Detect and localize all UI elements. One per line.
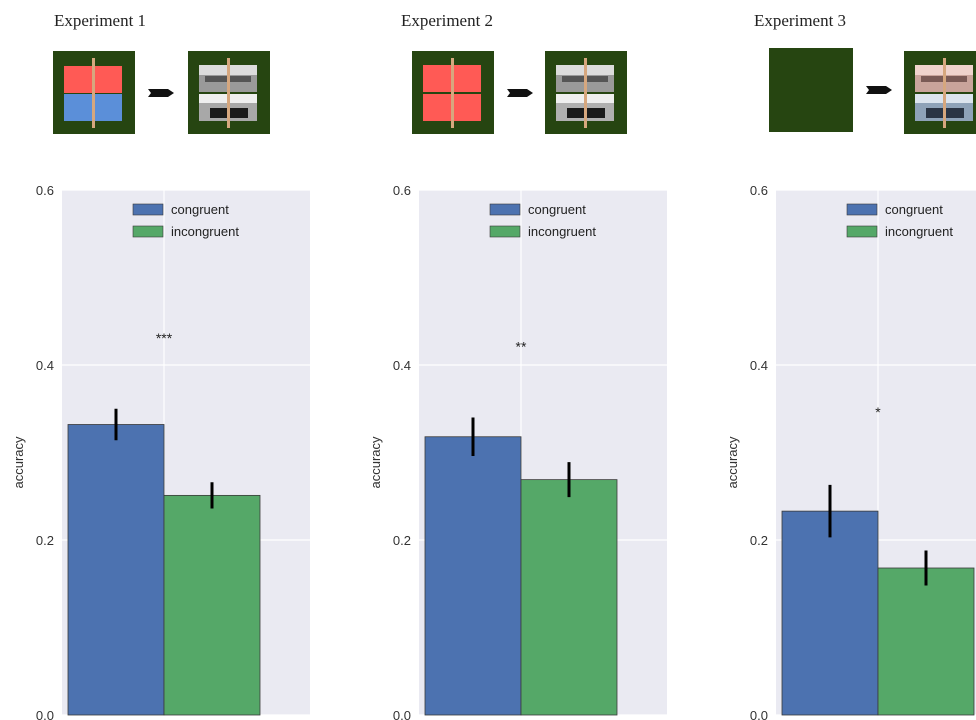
legend-label: congruent — [885, 202, 943, 217]
cue-display — [412, 51, 494, 134]
y-axis-label: accuracy — [725, 436, 740, 489]
bar-chart: 0.0 0.2 0.4 0.6 accuracy * congruent incongruen… — [725, 183, 976, 720]
bar-congruent — [424, 436, 522, 716]
y-tick-label: 0.0 — [393, 708, 411, 720]
legend-label: incongruent — [885, 224, 953, 239]
bar-incongruent — [520, 479, 618, 716]
experiment-title: Experiment 2 — [401, 11, 494, 30]
experiment-title: Experiment 3 — [754, 11, 847, 30]
legend-swatch-congruent — [846, 203, 878, 216]
legend-label: incongruent — [171, 224, 239, 239]
target-display — [904, 51, 976, 134]
target-display — [188, 51, 270, 134]
legend-swatch-incongruent — [489, 225, 521, 238]
cue-display — [53, 51, 135, 134]
y-axis-label: accuracy — [368, 436, 383, 489]
arrow-icon — [507, 89, 533, 97]
y-tick-label: 0.0 — [36, 708, 54, 720]
y-tick-label: 0.2 — [750, 533, 768, 548]
legend-label: congruent — [171, 202, 229, 217]
bar-incongruent — [163, 494, 261, 716]
legend-swatch-incongruent — [846, 225, 878, 238]
legend-label: incongruent — [528, 224, 596, 239]
bar-congruent — [781, 510, 879, 716]
stimulus-sequence — [412, 51, 627, 134]
experiment-2-panel: Experiment 2 0.0 0.2 0.4 0.6 accuracy ** congr… — [357, 0, 687, 720]
significance-marker: *** — [156, 330, 173, 346]
y-tick-label: 0.0 — [750, 708, 768, 720]
y-tick-label: 0.4 — [750, 358, 768, 373]
bar-incongruent — [877, 567, 975, 716]
y-tick-label: 0.6 — [393, 183, 411, 198]
y-tick-label: 0.6 — [36, 183, 54, 198]
experiment-1-panel: Experiment 1 0.0 0.2 0.4 0.6 accuracy *** cong… — [0, 0, 330, 720]
arrow-icon — [866, 86, 892, 94]
bar-congruent — [67, 424, 165, 716]
y-tick-label: 0.2 — [393, 533, 411, 548]
legend-label: congruent — [528, 202, 586, 217]
y-tick-label: 0.4 — [393, 358, 411, 373]
stimulus-sequence — [53, 51, 270, 134]
legend-swatch-incongruent — [132, 225, 164, 238]
significance-marker: ** — [516, 339, 527, 355]
y-tick-label: 0.6 — [750, 183, 768, 198]
y-axis-label: accuracy — [11, 436, 26, 489]
experiment-3-panel: Experiment 3 0.0 0.2 0.4 0.6 accuracy * congru… — [714, 0, 976, 720]
y-tick-label: 0.4 — [36, 358, 54, 373]
experiment-title: Experiment 1 — [54, 11, 147, 30]
target-display — [545, 51, 627, 134]
bar-chart: 0.0 0.2 0.4 0.6 accuracy *** congruent incongru… — [11, 183, 310, 720]
significance-marker: * — [875, 404, 881, 420]
arrow-icon — [148, 89, 174, 97]
legend-swatch-congruent — [132, 203, 164, 216]
bar-chart: 0.0 0.2 0.4 0.6 accuracy ** congruent incongrue… — [368, 183, 667, 720]
cue-display — [769, 48, 853, 132]
y-tick-label: 0.2 — [36, 533, 54, 548]
legend-swatch-congruent — [489, 203, 521, 216]
stimulus-sequence — [769, 48, 976, 134]
